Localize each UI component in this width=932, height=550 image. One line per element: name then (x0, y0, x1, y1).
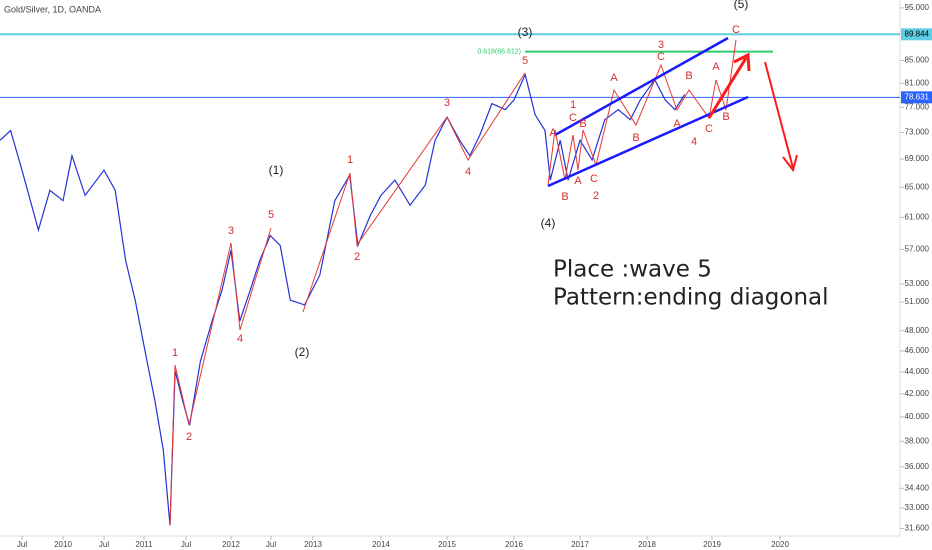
y-tick-label: 38.000 (905, 436, 930, 445)
y-tick-label: 34.400 (905, 483, 930, 492)
wave-label: C (732, 24, 740, 36)
wave-label: 1 (347, 154, 353, 166)
wave-label: 4 (691, 136, 697, 148)
note: Place :wave 5 (553, 257, 712, 283)
wave-label: 5 (268, 209, 274, 221)
arrow (764, 61, 794, 169)
y-tick-label: 73.000 (905, 128, 930, 137)
x-tick-label: 2010 (54, 540, 72, 549)
x-tick-label: 2011 (135, 540, 153, 549)
wave-label: 2 (593, 190, 599, 202)
fib-label: 0.618(86.612) (477, 48, 521, 55)
wave-label: C (705, 123, 713, 135)
y-tick-label: 31.600 (905, 524, 930, 533)
y-tick-label: 42.000 (905, 389, 930, 398)
wave-label: B (561, 191, 568, 203)
wave-label: A (574, 175, 582, 187)
y-tick-label: 40.000 (905, 412, 930, 421)
y-tick-label: 61.000 (905, 213, 930, 222)
wave-label: 4 (237, 333, 243, 345)
x-tick-label: 2018 (638, 540, 656, 549)
x-tick-label: Jul (266, 540, 276, 549)
y-tick-label: 33.000 (905, 503, 930, 512)
wave-label: 3 (658, 39, 664, 51)
wave-label: 2 (354, 251, 360, 263)
wave-label: (2) (295, 345, 310, 359)
channel-line (547, 95, 749, 188)
y-tick-label: 95.000 (905, 3, 930, 12)
y-tick-label: 51.000 (905, 297, 930, 306)
price-label: 89.844 (905, 29, 930, 38)
price-label-bg (901, 91, 932, 104)
drawings (169, 36, 798, 526)
wave-label: A (673, 118, 681, 130)
price-line-series (0, 72, 686, 526)
y-tick-label: 57.000 (905, 245, 930, 254)
x-tick-label: 2014 (372, 540, 390, 549)
wave-label: 5 (522, 55, 528, 67)
arrow-head (733, 52, 751, 72)
wave-label: (1) (269, 163, 284, 177)
chart-title: Gold/Silver, 1D, OANDA (4, 4, 101, 14)
x-tick-label: 2015 (438, 540, 456, 549)
x-tick-label: 2012 (222, 540, 240, 549)
wave-label: B (632, 132, 639, 144)
y-tick-label: 53.000 (905, 279, 930, 288)
wave-label: B (579, 118, 586, 130)
x-tick-label: Jul (17, 540, 27, 549)
price-label-bg (901, 28, 932, 41)
wave-label: 4 (465, 166, 471, 178)
x-tick-label: 2020 (771, 540, 789, 549)
wave-label: 1 (570, 99, 576, 111)
wave-label: (4) (541, 216, 556, 230)
wave-label: 1 (172, 347, 178, 359)
y-tick-label: 85.000 (905, 56, 930, 65)
wave-label: (5) (734, 0, 749, 11)
y-tick-label: 48.000 (905, 326, 930, 335)
y-tick-label: 81.000 (905, 78, 930, 87)
wave-label: 3 (228, 225, 234, 237)
wave-line (302, 72, 526, 313)
wave-label: C (569, 112, 577, 124)
y-tick-label: 69.000 (905, 154, 930, 163)
wave-label: 3 (444, 97, 450, 109)
price-label: 78.631 (905, 92, 930, 101)
x-tick-label: 2013 (304, 540, 322, 549)
wave-line (169, 227, 272, 526)
y-tick-label: 44.000 (905, 367, 930, 376)
y-tick-label: 36.000 (905, 462, 930, 471)
y-tick-label: 65.000 (905, 182, 930, 191)
wave-label: A (549, 127, 557, 139)
wave-label: A (712, 61, 720, 73)
wave-label: B (722, 111, 729, 123)
x-tick-label: 2016 (505, 540, 523, 549)
x-tick-label: Jul (181, 540, 191, 549)
wave-label: A (610, 72, 618, 84)
note: Pattern:ending diagonal (553, 285, 829, 311)
y-tick-label: 77.000 (905, 102, 930, 111)
wave-line (547, 39, 737, 186)
wave-label: B (685, 70, 692, 82)
x-tick-label: 2017 (571, 540, 589, 549)
arrow (707, 57, 748, 119)
x-tick-label: Jul (99, 540, 109, 549)
wave-label: C (657, 51, 665, 63)
wave-label: C (590, 173, 598, 185)
arrow-head (782, 154, 798, 173)
x-tick-label: 2019 (703, 540, 721, 549)
wave-label: 2 (186, 431, 192, 443)
wave-label: (3) (518, 25, 533, 39)
y-tick-label: 46.000 (905, 346, 930, 355)
channel-line (554, 36, 729, 137)
